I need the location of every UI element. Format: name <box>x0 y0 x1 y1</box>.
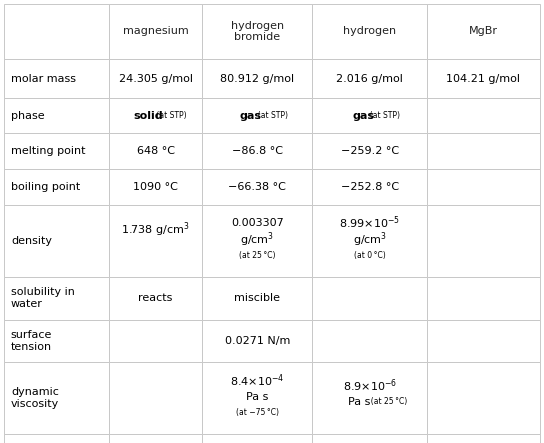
Bar <box>427 434 540 443</box>
Bar <box>202 277 312 319</box>
Text: hydrogen: hydrogen <box>343 27 396 36</box>
Bar <box>109 4 202 59</box>
Bar <box>109 319 202 362</box>
Bar <box>202 133 312 169</box>
Text: −252.8 °C: −252.8 °C <box>341 182 399 192</box>
Text: reacts: reacts <box>138 293 173 303</box>
Text: g/cm$^3$: g/cm$^3$ <box>240 230 274 249</box>
Text: phase: phase <box>11 111 45 120</box>
Bar <box>4 319 109 362</box>
Bar <box>202 362 312 434</box>
Text: 24.305 g/mol: 24.305 g/mol <box>119 74 193 84</box>
Bar <box>109 362 202 434</box>
Bar <box>109 277 202 319</box>
Bar <box>4 4 109 59</box>
Text: hydrogen
bromide: hydrogen bromide <box>231 21 284 42</box>
Bar <box>202 169 312 205</box>
Bar <box>4 205 109 277</box>
Text: gas: gas <box>240 111 262 120</box>
Text: gas: gas <box>353 111 374 120</box>
Text: 2.016 g/mol: 2.016 g/mol <box>336 74 403 84</box>
Bar <box>109 133 202 169</box>
Text: (at STP): (at STP) <box>154 111 187 120</box>
Text: −259.2 °C: −259.2 °C <box>341 146 399 156</box>
Bar <box>202 205 312 277</box>
Text: molar mass: molar mass <box>11 74 76 84</box>
Bar <box>109 169 202 205</box>
Bar <box>427 98 540 133</box>
Text: dynamic
viscosity: dynamic viscosity <box>11 388 59 409</box>
Text: Pa s: Pa s <box>246 392 269 402</box>
Text: −66.38 °C: −66.38 °C <box>228 182 286 192</box>
Bar <box>4 434 109 443</box>
Text: miscible: miscible <box>234 293 280 303</box>
Text: Pa s: Pa s <box>348 397 370 407</box>
Text: boiling point: boiling point <box>11 182 80 192</box>
Text: 80.912 g/mol: 80.912 g/mol <box>220 74 294 84</box>
Bar <box>427 169 540 205</box>
Bar <box>312 434 427 443</box>
Bar <box>427 4 540 59</box>
Text: 0.003307: 0.003307 <box>231 218 283 228</box>
Text: MgBr: MgBr <box>469 27 498 36</box>
Text: g/cm$^3$: g/cm$^3$ <box>353 230 387 249</box>
Bar <box>427 319 540 362</box>
Text: (at −75 °C): (at −75 °C) <box>236 408 279 417</box>
Bar <box>109 205 202 277</box>
Text: −86.8 °C: −86.8 °C <box>232 146 283 156</box>
Text: melting point: melting point <box>11 146 85 156</box>
Bar <box>312 4 427 59</box>
Bar <box>312 133 427 169</box>
Bar <box>312 319 427 362</box>
Bar <box>427 133 540 169</box>
Text: density: density <box>11 236 52 246</box>
Bar <box>109 59 202 98</box>
Text: 8.99$\times$10$^{-5}$: 8.99$\times$10$^{-5}$ <box>339 214 400 231</box>
Text: 648 °C: 648 °C <box>137 146 175 156</box>
Text: (at STP): (at STP) <box>253 111 288 120</box>
Bar <box>109 98 202 133</box>
Bar <box>4 133 109 169</box>
Text: (at 0 °C): (at 0 °C) <box>354 251 386 260</box>
Text: magnesium: magnesium <box>123 27 188 36</box>
Bar <box>312 277 427 319</box>
Text: 8.4$\times$10$^{-4}$: 8.4$\times$10$^{-4}$ <box>230 372 285 389</box>
Text: 1090 °C: 1090 °C <box>133 182 178 192</box>
Bar <box>4 59 109 98</box>
Bar <box>202 434 312 443</box>
Bar <box>312 205 427 277</box>
Text: (at 25 °C): (at 25 °C) <box>239 251 275 260</box>
Bar <box>427 59 540 98</box>
Text: (at 25 °C): (at 25 °C) <box>366 397 407 406</box>
Text: solid: solid <box>134 111 163 120</box>
Bar <box>202 4 312 59</box>
Text: (at STP): (at STP) <box>366 111 400 120</box>
Bar <box>109 434 202 443</box>
Bar <box>427 362 540 434</box>
Bar <box>4 169 109 205</box>
Bar <box>202 319 312 362</box>
Text: 8.9$\times$10$^{-6}$: 8.9$\times$10$^{-6}$ <box>343 377 397 394</box>
Bar <box>202 98 312 133</box>
Bar <box>4 98 109 133</box>
Bar <box>312 98 427 133</box>
Bar <box>312 169 427 205</box>
Bar <box>312 59 427 98</box>
Bar <box>312 362 427 434</box>
Bar <box>4 362 109 434</box>
Text: 1.738 g/cm$^3$: 1.738 g/cm$^3$ <box>121 221 190 239</box>
Text: 104.21 g/mol: 104.21 g/mol <box>447 74 521 84</box>
Bar <box>4 277 109 319</box>
Bar <box>427 205 540 277</box>
Text: surface
tension: surface tension <box>11 330 52 352</box>
Bar <box>202 59 312 98</box>
Text: 0.0271 N/m: 0.0271 N/m <box>225 336 290 346</box>
Text: solubility in
water: solubility in water <box>11 288 75 309</box>
Bar <box>427 277 540 319</box>
